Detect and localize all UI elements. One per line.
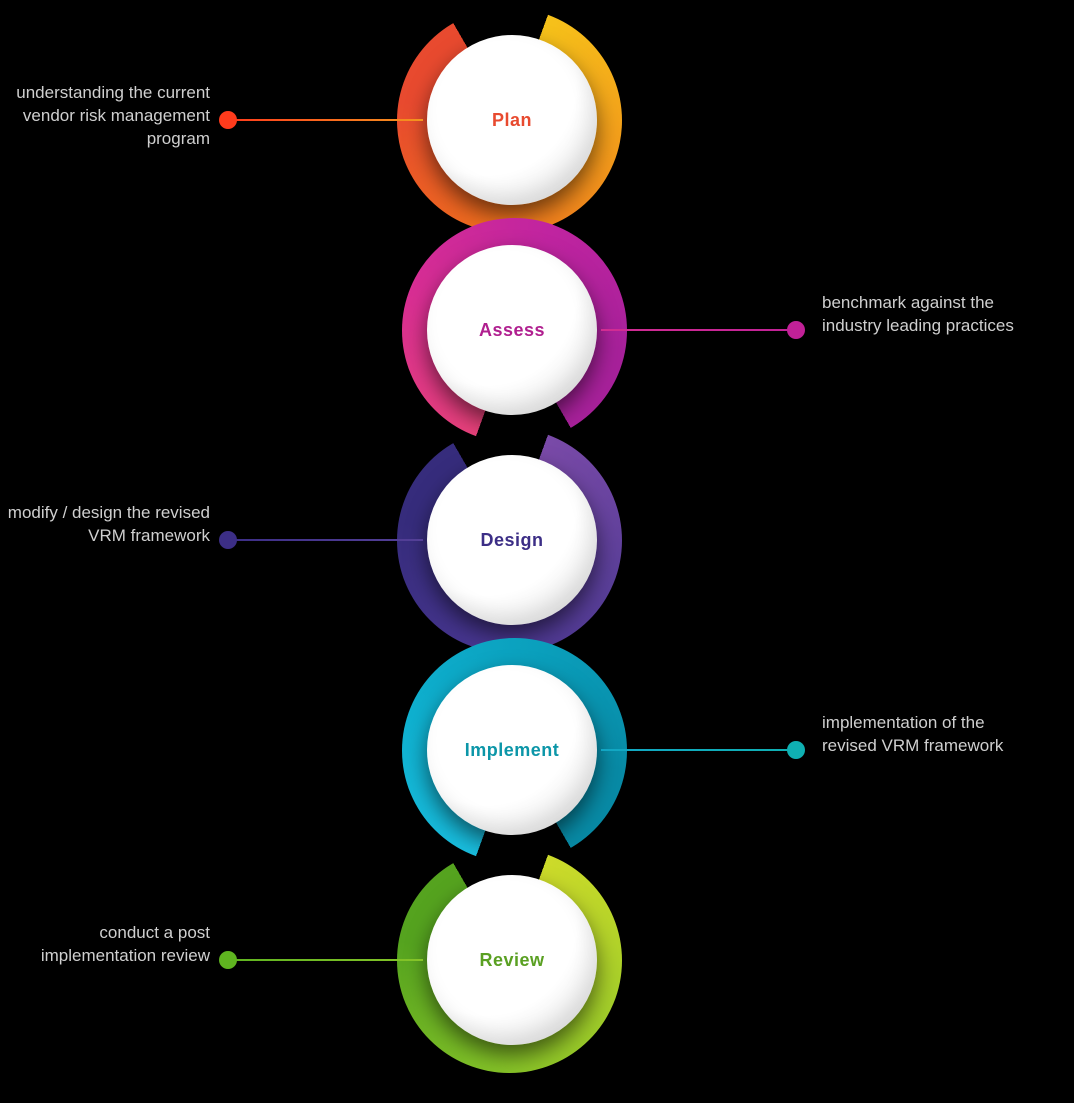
stage-label-design: Design bbox=[480, 530, 543, 551]
stage-circle-review: Review bbox=[427, 875, 597, 1045]
connector-dot-assess bbox=[787, 321, 805, 339]
stage-circle-design: Design bbox=[427, 455, 597, 625]
stage-description-review: conduct a post implementation review bbox=[0, 922, 210, 968]
stage-label-plan: Plan bbox=[492, 110, 532, 131]
connector-line-assess bbox=[601, 329, 796, 331]
connector-line-design bbox=[228, 539, 423, 541]
connector-line-review bbox=[228, 959, 423, 961]
stage-circle-plan: Plan bbox=[427, 35, 597, 205]
stage-description-assess: benchmark against the industry leading p… bbox=[822, 292, 1032, 338]
stage-circle-assess: Assess bbox=[427, 245, 597, 415]
connector-dot-design bbox=[219, 531, 237, 549]
stage-description-design: modify / design the revised VRM framewor… bbox=[0, 502, 210, 548]
connector-dot-review bbox=[219, 951, 237, 969]
stage-label-review: Review bbox=[479, 950, 544, 971]
stage-description-implement: implementation of the revised VRM framew… bbox=[822, 712, 1032, 758]
connector-dot-plan bbox=[219, 111, 237, 129]
connector-line-implement bbox=[601, 749, 796, 751]
connector-line-plan bbox=[228, 119, 423, 121]
connector-dot-implement bbox=[787, 741, 805, 759]
stage-circle-implement: Implement bbox=[427, 665, 597, 835]
stage-label-assess: Assess bbox=[479, 320, 545, 341]
stage-description-plan: understanding the current vendor risk ma… bbox=[0, 82, 210, 151]
stage-label-implement: Implement bbox=[465, 740, 560, 761]
